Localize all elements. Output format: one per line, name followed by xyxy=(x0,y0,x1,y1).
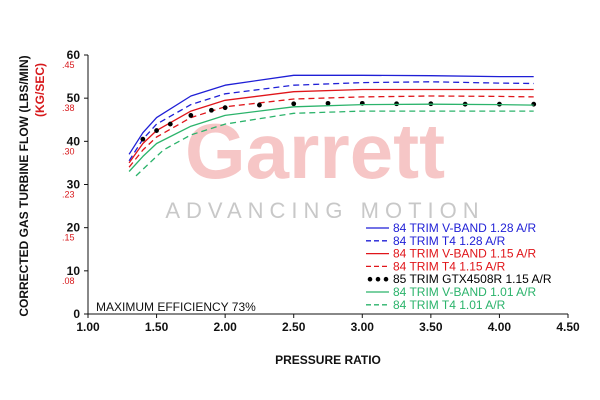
y-axis-label-secondary: (KG/SEC) xyxy=(33,63,47,117)
x-tick-label: 1.00 xyxy=(76,320,100,334)
y-tick-label: 20 xyxy=(67,221,81,235)
legend: 84 TRIM V-BAND 1.28 A/R84 TRIM T4 1.28 A… xyxy=(366,221,552,312)
x-axis-label: PRESSURE RATIO xyxy=(275,353,381,367)
y-tick-label: 0 xyxy=(73,307,80,321)
series-line xyxy=(128,103,534,172)
legend-label: 84 TRIM T4 1.28 A/R xyxy=(393,234,506,248)
series-point xyxy=(222,105,228,111)
legend-label: 85 TRIM GTX4508R 1.15 A/R xyxy=(393,272,552,286)
y-tick-label-secondary: .08 xyxy=(62,276,75,286)
series-point xyxy=(209,107,214,113)
series-line xyxy=(128,81,534,162)
y-tick-label-secondary: .23 xyxy=(62,190,75,200)
garrett-watermark: Garrett ADVANCING MOTION xyxy=(165,107,484,223)
y-tick-label: 10 xyxy=(67,264,81,278)
series-line xyxy=(128,74,534,155)
series-point xyxy=(325,100,331,106)
series-point xyxy=(188,113,194,118)
y-tick-label-secondary: .45 xyxy=(62,60,75,70)
series-lines xyxy=(128,74,537,177)
legend-label: 84 TRIM T4 1.15 A/R xyxy=(393,259,506,273)
legend-label: 84 TRIM T4 1.01 A/R xyxy=(393,298,506,312)
y-tick-label: 60 xyxy=(67,48,81,62)
x-tick-label: 4.00 xyxy=(488,320,512,334)
legend-swatch xyxy=(367,276,373,282)
legend-swatch xyxy=(383,276,389,282)
series-point xyxy=(257,102,262,108)
series-line xyxy=(135,110,534,177)
x-tick-label: 4.50 xyxy=(556,320,580,334)
legend-swatch xyxy=(375,276,381,282)
y-axis-label: CORRECTED GAS TURBINE FLOW (LBS/MIN) xyxy=(17,55,31,316)
legend-label: 84 TRIM V-BAND 1.01 A/R xyxy=(393,285,537,299)
watermark-logo: Garrett xyxy=(185,107,445,195)
watermark-tagline: ADVANCING MOTION xyxy=(165,198,484,223)
y-ticks: 0 10.08 20.15 30.23 40.30 50.38 60.45 xyxy=(62,48,88,321)
y-tick-label: 50 xyxy=(67,91,81,105)
series-point xyxy=(140,136,146,142)
x-tick-label: 1.50 xyxy=(145,320,169,334)
x-tick-label: 2.00 xyxy=(213,320,237,334)
series-point xyxy=(531,101,537,107)
y-tick-label: 30 xyxy=(67,178,81,192)
max-efficiency-annotation: MAXIMUM EFFICIENCY 73% xyxy=(96,300,256,314)
x-tick-label: 2.50 xyxy=(282,320,306,334)
y-tick-label-secondary: .38 xyxy=(62,103,75,113)
series-point xyxy=(291,101,297,107)
series-point xyxy=(167,121,173,127)
x-tick-label: 3.00 xyxy=(351,320,375,334)
series-point xyxy=(154,128,159,133)
y-tick-label-secondary: .15 xyxy=(62,233,75,243)
legend-label: 84 TRIM V-BAND 1.28 A/R xyxy=(393,221,537,235)
x-ticks: 1.00 1.50 2.00 2.50 3.00 3.50 4.00 4.50 xyxy=(76,314,580,334)
legend-label: 84 TRIM V-BAND 1.15 A/R xyxy=(393,247,537,261)
series-line xyxy=(128,88,534,164)
y-tick-label-secondary: .30 xyxy=(62,146,75,156)
x-tick-label: 3.50 xyxy=(419,320,443,334)
y-tick-label: 40 xyxy=(67,134,81,148)
